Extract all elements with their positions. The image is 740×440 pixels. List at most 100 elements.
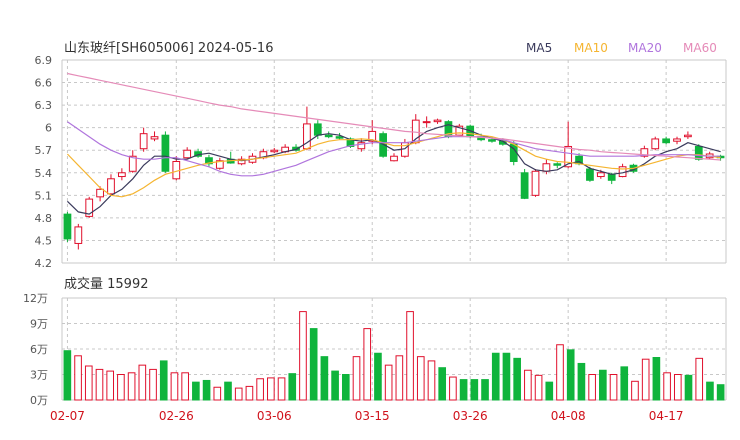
candle-body	[586, 168, 594, 181]
volume-bar	[106, 370, 115, 401]
date-tick-label: 03-06	[257, 409, 292, 423]
legend-ma60: MA60	[683, 41, 717, 55]
price-tick-label: 6	[45, 122, 52, 135]
date-tick-label: 02-26	[159, 409, 194, 423]
candle	[586, 166, 594, 182]
candle-body	[324, 134, 333, 138]
volume-tick-label: 9万	[30, 318, 48, 331]
volume-bar	[577, 362, 586, 401]
price-tick-label: 5.7	[35, 144, 53, 157]
candle-body	[215, 160, 224, 169]
candle-body	[553, 163, 562, 166]
candle-body	[542, 163, 551, 172]
price-tick-label: 5.4	[35, 167, 53, 180]
candle	[270, 147, 279, 154]
volume-bar	[641, 358, 650, 401]
candle-body	[63, 213, 72, 240]
volume-bar	[491, 352, 500, 401]
volume-bar	[534, 374, 543, 401]
volume-bar	[117, 374, 125, 401]
volume-bar	[74, 355, 82, 401]
candle-body	[357, 142, 366, 150]
candle-body	[531, 170, 540, 196]
volume-bar	[652, 357, 661, 401]
volume-bar	[663, 372, 671, 401]
candle-body	[390, 155, 398, 162]
candle	[673, 136, 681, 145]
candle-body	[128, 155, 137, 172]
candle-body	[455, 125, 464, 136]
candle-body	[117, 172, 126, 178]
volume-bar	[438, 367, 447, 401]
candle	[117, 168, 126, 181]
price-tick-label: 4.8	[35, 212, 53, 225]
candle-body	[379, 133, 387, 157]
volume-axis: 12万 9万 6万 3万 0万	[23, 292, 48, 407]
candle	[531, 169, 540, 197]
candle	[215, 157, 224, 170]
volume-bar	[299, 311, 307, 401]
volume-bar	[363, 328, 372, 401]
volume-bar	[545, 381, 554, 401]
volume-bar	[716, 384, 725, 401]
candle-body	[96, 188, 104, 198]
candle-body	[694, 145, 703, 160]
candle-body	[292, 146, 300, 151]
candle	[292, 144, 300, 152]
candle	[390, 153, 398, 162]
date-tick-label: 03-15	[355, 409, 390, 423]
date-tick-label: 04-08	[551, 409, 586, 423]
candle	[150, 131, 159, 142]
candle-body	[335, 136, 344, 139]
volume-bar	[481, 379, 489, 401]
candle	[139, 127, 148, 152]
volume-bar	[427, 360, 436, 401]
volume-bar	[406, 311, 414, 401]
price-tick-label: 6.3	[35, 99, 53, 112]
candle	[433, 118, 442, 124]
volume-bar	[395, 355, 404, 401]
candle-body	[640, 148, 649, 157]
candle	[618, 163, 627, 178]
volume-bar	[684, 374, 693, 401]
candle-body	[303, 123, 311, 150]
candle	[205, 154, 213, 167]
volume-tick-label: 0万	[30, 394, 48, 407]
volume-tick-label: 6万	[30, 343, 48, 356]
volume-bar	[384, 364, 393, 401]
candle-body	[596, 172, 605, 178]
date-axis: 02-0702-2603-0603-1503-2604-0804-1704-26…	[50, 409, 684, 423]
legend-ma5: MA5	[526, 41, 552, 55]
volume-bar	[374, 352, 382, 401]
volume-bar	[599, 369, 607, 401]
candle-body	[662, 138, 671, 144]
legend: MA5 MA10 MA20 MA60	[526, 41, 717, 55]
volume-bar	[192, 381, 200, 401]
volume-bar	[149, 368, 157, 401]
candle-body	[183, 149, 192, 159]
price-tick-label: 4.2	[35, 257, 53, 270]
candle	[357, 138, 366, 152]
candle	[172, 156, 181, 181]
volume-bar	[352, 356, 361, 401]
candle	[63, 211, 72, 242]
volume-bar	[341, 374, 350, 401]
candle-body	[270, 149, 279, 153]
volume-bar	[631, 380, 639, 401]
candle-body	[607, 173, 616, 181]
chart-title: 山东玻纤[SH605006] 2024-05-16	[64, 41, 273, 56]
candle	[422, 116, 431, 128]
volume-bar	[620, 366, 629, 401]
volume-bar	[288, 373, 297, 401]
volume-bar	[609, 374, 618, 401]
candle-body	[85, 198, 94, 217]
volume-bar	[502, 352, 511, 401]
candle	[226, 151, 235, 164]
ma-line-ma5	[66, 124, 721, 215]
candle	[455, 123, 464, 137]
volume-bar	[224, 381, 232, 401]
volume-title: 成交量 15992	[64, 276, 149, 292]
candle-body	[74, 226, 83, 244]
volume-bar	[459, 379, 468, 401]
